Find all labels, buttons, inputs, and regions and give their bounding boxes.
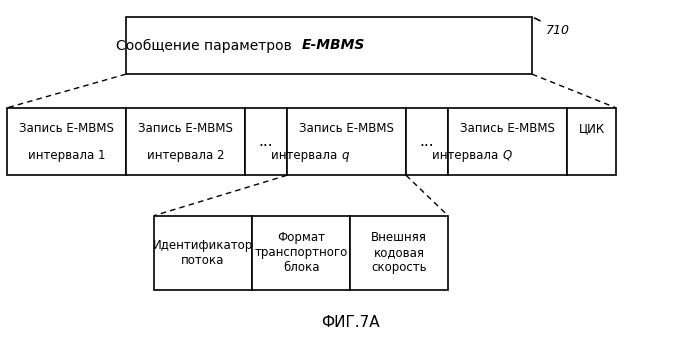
Text: Запись E-MBMS: Запись E-MBMS: [299, 122, 394, 134]
FancyBboxPatch shape: [448, 108, 567, 175]
FancyBboxPatch shape: [252, 216, 350, 290]
Text: интервала 2: интервала 2: [147, 149, 224, 161]
Text: ЦИК: ЦИК: [578, 122, 605, 134]
Text: Запись E-MBMS: Запись E-MBMS: [138, 122, 233, 134]
Text: Сообщение параметров: Сообщение параметров: [116, 38, 301, 53]
Text: q: q: [342, 149, 349, 161]
FancyBboxPatch shape: [245, 108, 287, 175]
FancyBboxPatch shape: [406, 108, 448, 175]
Text: ...: ...: [420, 134, 434, 149]
Text: Запись E-MBMS: Запись E-MBMS: [460, 122, 555, 134]
Text: 710: 710: [546, 24, 570, 37]
FancyBboxPatch shape: [154, 216, 252, 290]
FancyBboxPatch shape: [126, 108, 245, 175]
Text: E-MBMS: E-MBMS: [302, 38, 365, 53]
Text: Формат
транспортного
блока: Формат транспортного блока: [254, 231, 348, 274]
FancyBboxPatch shape: [350, 216, 448, 290]
Text: Q: Q: [503, 149, 512, 161]
FancyBboxPatch shape: [126, 17, 532, 74]
Text: ...: ...: [259, 134, 273, 149]
FancyBboxPatch shape: [567, 108, 616, 175]
Text: интервала: интервала: [432, 149, 502, 161]
Text: Запись E-MBMS: Запись E-MBMS: [19, 122, 114, 134]
Text: интервала 1: интервала 1: [28, 149, 105, 161]
Text: Идентификатор
потока: Идентификатор потока: [153, 239, 253, 267]
FancyBboxPatch shape: [287, 108, 406, 175]
Text: интервала: интервала: [271, 149, 341, 161]
Text: ФИГ.7А: ФИГ.7А: [321, 315, 379, 330]
Text: Внешняя
кодовая
скорость: Внешняя кодовая скорость: [371, 231, 427, 274]
FancyBboxPatch shape: [7, 108, 126, 175]
